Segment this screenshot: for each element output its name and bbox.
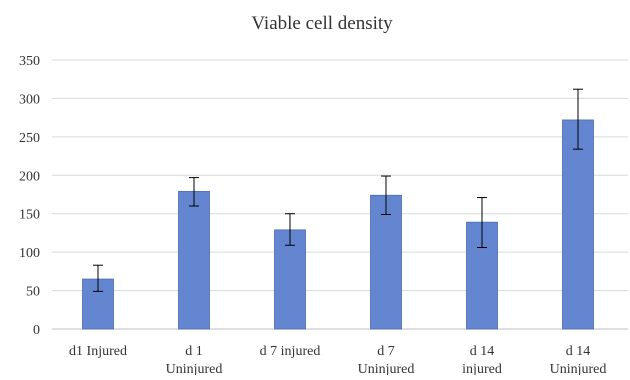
y-tick-label: 200: [19, 169, 40, 184]
bars: [82, 119, 594, 330]
bar: [562, 119, 594, 330]
x-category-label: Uninjured: [358, 362, 415, 375]
x-axis-category-labels: d1 Injured d 1 Uninjured d 7 injured d 7 Unin…: [69, 344, 607, 377]
x-category-label: d 7: [377, 344, 395, 359]
x-category-label: d 14: [566, 344, 591, 359]
x-category-label: d 1: [185, 344, 203, 359]
y-tick-label: 0: [33, 323, 40, 338]
y-tick-label: 250: [19, 131, 40, 146]
gridlines: [52, 59, 628, 330]
y-tick-label: 300: [19, 92, 40, 107]
error-bar: [573, 88, 583, 150]
error-bar: [381, 175, 391, 215]
x-category-label: d 7 injured: [260, 344, 321, 359]
chart-title: Viable cell density: [251, 13, 393, 34]
x-category-label: injured: [462, 362, 502, 375]
error-bars: [93, 88, 583, 292]
bar: [178, 191, 210, 330]
bar: [274, 229, 306, 330]
error-bar: [93, 264, 103, 292]
y-tick-label: 50: [26, 285, 40, 300]
y-tick-label: 100: [19, 246, 40, 261]
y-tick-label: 350: [19, 54, 40, 69]
x-category-label: d1 Injured: [69, 344, 127, 359]
y-axis-tick-labels: 0 50 100 150 200 250 300 350: [19, 54, 40, 338]
bar: [370, 194, 402, 330]
error-bar: [189, 177, 199, 207]
x-category-label: Uninjured: [550, 362, 607, 375]
x-category-label: Uninjured: [166, 362, 223, 375]
x-category-label: d 14: [470, 344, 495, 359]
error-bar: [285, 213, 295, 246]
error-bar: [477, 197, 487, 249]
y-tick-label: 150: [19, 208, 40, 223]
